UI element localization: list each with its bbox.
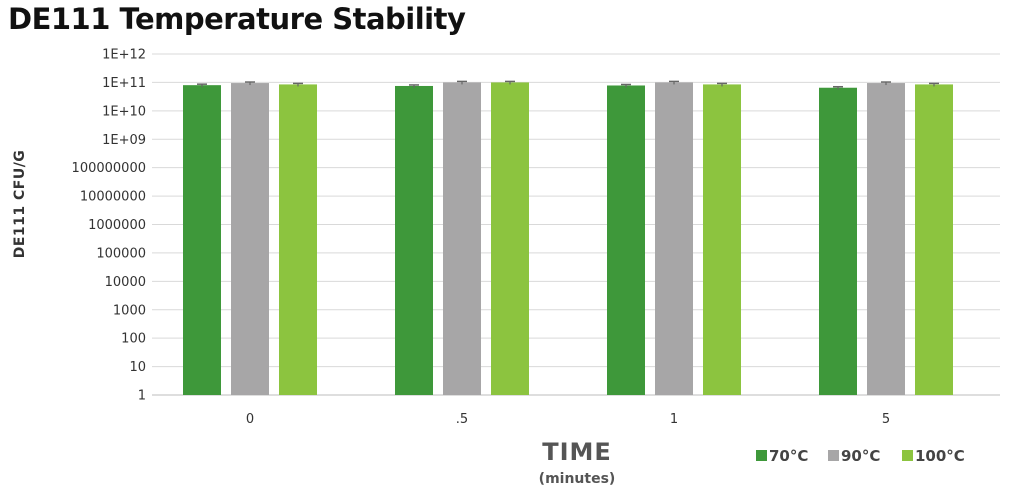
y-tick-label: 1000 xyxy=(113,303,146,318)
x-tick-label: 5 xyxy=(882,412,890,427)
legend-label: 70°C xyxy=(769,447,808,465)
y-tick-label: 1 xyxy=(138,389,146,404)
y-axis-ticks: 1E+12 1E+11 1E+10 1E+09 100000000 10000000 100… xyxy=(72,48,146,404)
legend-swatch xyxy=(828,450,839,461)
bar-70C-3 xyxy=(819,87,857,396)
y-tick-label: 1E+10 xyxy=(102,104,146,119)
y-axis-label: DE111 CFU/G xyxy=(12,150,28,259)
y-tick-label: 1E+11 xyxy=(102,76,146,91)
bar-100C-3 xyxy=(915,84,953,395)
y-tick-label: 10000000 xyxy=(80,190,146,205)
x-tick-label: 1 xyxy=(670,412,678,427)
bar-70C-0 xyxy=(183,85,221,395)
y-tick-label: 10 xyxy=(129,360,146,375)
bar-100C-0 xyxy=(279,84,317,395)
y-tick-label: 1E+12 xyxy=(102,48,146,63)
y-tick-label: 100000 xyxy=(96,246,146,261)
bar-90C-2 xyxy=(655,82,693,396)
y-tick-label: 1E+09 xyxy=(102,133,146,148)
bars xyxy=(183,80,953,396)
bar-100C-2 xyxy=(703,84,741,395)
y-tick-label: 10000 xyxy=(105,275,146,290)
x-tick-label: .5 xyxy=(456,412,468,427)
legend: 70°C 90°C 100°C xyxy=(756,447,965,465)
bar-70C-1 xyxy=(395,85,433,395)
legend-swatch xyxy=(756,450,767,461)
y-tick-label: 1000000 xyxy=(88,218,146,233)
y-tick-label: 100000000 xyxy=(72,161,146,176)
legend-label: 100°C xyxy=(915,447,965,465)
x-axis-ticks: 0 .5 1 5 xyxy=(246,412,890,427)
bar-90C-1 xyxy=(443,82,481,396)
legend-label: 90°C xyxy=(841,447,880,465)
x-axis-label: TIME xyxy=(542,438,612,466)
bar-90C-3 xyxy=(867,83,905,396)
y-tick-label: 100 xyxy=(121,332,146,347)
bar-70C-2 xyxy=(607,85,645,396)
bar-100C-1 xyxy=(491,82,529,396)
legend-swatch xyxy=(902,450,913,461)
bar-90C-0 xyxy=(231,83,269,396)
x-tick-label: 0 xyxy=(246,412,254,427)
x-axis-sublabel: (minutes) xyxy=(539,471,616,487)
chart-title: DE111 Temperature Stability xyxy=(8,2,466,36)
